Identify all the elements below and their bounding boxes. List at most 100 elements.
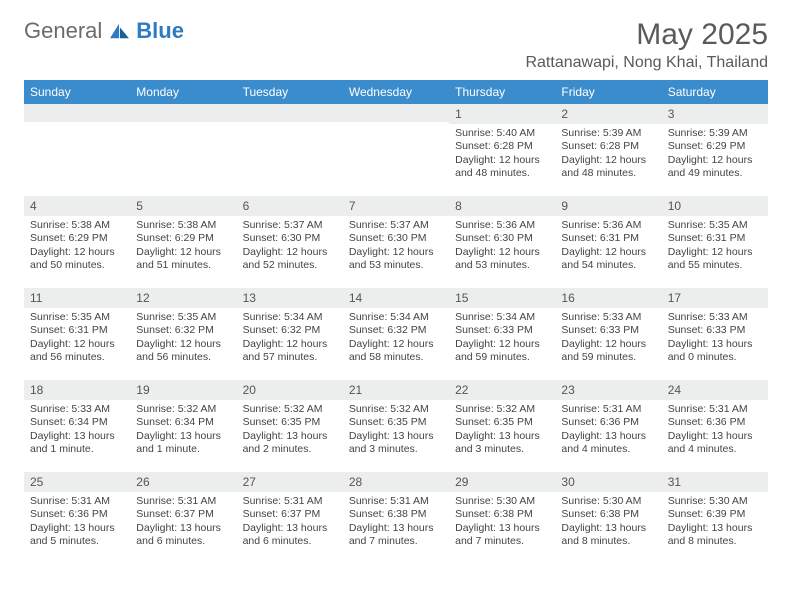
day-number: 20 [237,380,343,400]
brand-sail-icon [108,22,130,40]
day-details: Sunrise: 5:39 AMSunset: 6:29 PMDaylight:… [662,124,768,185]
day-details: Sunrise: 5:30 AMSunset: 6:38 PMDaylight:… [555,492,661,553]
calendar-day-cell: 18Sunrise: 5:33 AMSunset: 6:34 PMDayligh… [24,380,130,472]
day-number: 26 [130,472,236,492]
weekday-header: Sunday [24,80,130,104]
page-header: General Blue May 2025 Rattanawapi, Nong … [24,18,768,72]
day-number: 24 [662,380,768,400]
day-details: Sunrise: 5:33 AMSunset: 6:34 PMDaylight:… [24,400,130,461]
day-number [237,104,343,122]
day-details: Sunrise: 5:30 AMSunset: 6:38 PMDaylight:… [449,492,555,553]
day-number: 6 [237,196,343,216]
calendar-day-cell [130,104,236,196]
day-number: 11 [24,288,130,308]
day-number: 3 [662,104,768,124]
day-number: 10 [662,196,768,216]
calendar-week-row: 25Sunrise: 5:31 AMSunset: 6:36 PMDayligh… [24,472,768,564]
day-number: 4 [24,196,130,216]
calendar-day-cell: 5Sunrise: 5:38 AMSunset: 6:29 PMDaylight… [130,196,236,288]
day-number: 23 [555,380,661,400]
calendar-day-cell: 10Sunrise: 5:35 AMSunset: 6:31 PMDayligh… [662,196,768,288]
calendar-day-cell: 19Sunrise: 5:32 AMSunset: 6:34 PMDayligh… [130,380,236,472]
calendar-day-cell: 28Sunrise: 5:31 AMSunset: 6:38 PMDayligh… [343,472,449,564]
month-title: May 2025 [525,18,768,52]
calendar-day-cell: 30Sunrise: 5:30 AMSunset: 6:38 PMDayligh… [555,472,661,564]
calendar-week-row: 1Sunrise: 5:40 AMSunset: 6:28 PMDaylight… [24,104,768,196]
brand-blue: Blue [136,18,184,44]
calendar-day-cell: 25Sunrise: 5:31 AMSunset: 6:36 PMDayligh… [24,472,130,564]
calendar-day-cell: 6Sunrise: 5:37 AMSunset: 6:30 PMDaylight… [237,196,343,288]
calendar-day-cell: 14Sunrise: 5:34 AMSunset: 6:32 PMDayligh… [343,288,449,380]
calendar-day-cell [343,104,449,196]
day-details: Sunrise: 5:35 AMSunset: 6:32 PMDaylight:… [130,308,236,369]
day-details: Sunrise: 5:37 AMSunset: 6:30 PMDaylight:… [343,216,449,277]
calendar-day-cell: 3Sunrise: 5:39 AMSunset: 6:29 PMDaylight… [662,104,768,196]
calendar-day-cell: 21Sunrise: 5:32 AMSunset: 6:35 PMDayligh… [343,380,449,472]
day-details: Sunrise: 5:32 AMSunset: 6:35 PMDaylight:… [449,400,555,461]
calendar-day-cell: 22Sunrise: 5:32 AMSunset: 6:35 PMDayligh… [449,380,555,472]
day-number [343,104,449,122]
day-number: 12 [130,288,236,308]
day-number: 17 [662,288,768,308]
day-number: 13 [237,288,343,308]
day-number: 18 [24,380,130,400]
calendar-day-cell: 27Sunrise: 5:31 AMSunset: 6:37 PMDayligh… [237,472,343,564]
day-details: Sunrise: 5:31 AMSunset: 6:36 PMDaylight:… [662,400,768,461]
day-details: Sunrise: 5:35 AMSunset: 6:31 PMDaylight:… [24,308,130,369]
day-number: 14 [343,288,449,308]
calendar-day-cell: 12Sunrise: 5:35 AMSunset: 6:32 PMDayligh… [130,288,236,380]
calendar-day-cell: 4Sunrise: 5:38 AMSunset: 6:29 PMDaylight… [24,196,130,288]
calendar-day-cell: 20Sunrise: 5:32 AMSunset: 6:35 PMDayligh… [237,380,343,472]
day-details: Sunrise: 5:34 AMSunset: 6:32 PMDaylight:… [237,308,343,369]
day-number: 21 [343,380,449,400]
day-number: 29 [449,472,555,492]
calendar-week-row: 18Sunrise: 5:33 AMSunset: 6:34 PMDayligh… [24,380,768,472]
calendar-day-cell: 23Sunrise: 5:31 AMSunset: 6:36 PMDayligh… [555,380,661,472]
calendar-day-cell: 2Sunrise: 5:39 AMSunset: 6:28 PMDaylight… [555,104,661,196]
calendar-day-cell: 26Sunrise: 5:31 AMSunset: 6:37 PMDayligh… [130,472,236,564]
calendar-day-cell [24,104,130,196]
day-number: 2 [555,104,661,124]
location-subtitle: Rattanawapi, Nong Khai, Thailand [525,54,768,72]
calendar-day-cell: 16Sunrise: 5:33 AMSunset: 6:33 PMDayligh… [555,288,661,380]
day-details: Sunrise: 5:33 AMSunset: 6:33 PMDaylight:… [662,308,768,369]
calendar-day-cell: 1Sunrise: 5:40 AMSunset: 6:28 PMDaylight… [449,104,555,196]
calendar-day-cell: 29Sunrise: 5:30 AMSunset: 6:38 PMDayligh… [449,472,555,564]
weekday-header: Tuesday [237,80,343,104]
day-number [130,104,236,122]
title-block: May 2025 Rattanawapi, Nong Khai, Thailan… [525,18,768,72]
calendar-day-cell: 17Sunrise: 5:33 AMSunset: 6:33 PMDayligh… [662,288,768,380]
calendar-day-cell: 13Sunrise: 5:34 AMSunset: 6:32 PMDayligh… [237,288,343,380]
day-details: Sunrise: 5:31 AMSunset: 6:36 PMDaylight:… [24,492,130,553]
day-number: 7 [343,196,449,216]
day-details: Sunrise: 5:32 AMSunset: 6:35 PMDaylight:… [237,400,343,461]
day-details: Sunrise: 5:35 AMSunset: 6:31 PMDaylight:… [662,216,768,277]
calendar-day-cell: 7Sunrise: 5:37 AMSunset: 6:30 PMDaylight… [343,196,449,288]
calendar-day-cell: 9Sunrise: 5:36 AMSunset: 6:31 PMDaylight… [555,196,661,288]
weekday-header: Saturday [662,80,768,104]
calendar-day-cell: 11Sunrise: 5:35 AMSunset: 6:31 PMDayligh… [24,288,130,380]
calendar-header-row: SundayMondayTuesdayWednesdayThursdayFrid… [24,80,768,104]
day-details: Sunrise: 5:40 AMSunset: 6:28 PMDaylight:… [449,124,555,185]
weekday-header: Wednesday [343,80,449,104]
day-details: Sunrise: 5:34 AMSunset: 6:32 PMDaylight:… [343,308,449,369]
day-number: 30 [555,472,661,492]
day-details: Sunrise: 5:39 AMSunset: 6:28 PMDaylight:… [555,124,661,185]
calendar-week-row: 4Sunrise: 5:38 AMSunset: 6:29 PMDaylight… [24,196,768,288]
day-details: Sunrise: 5:36 AMSunset: 6:30 PMDaylight:… [449,216,555,277]
day-details: Sunrise: 5:37 AMSunset: 6:30 PMDaylight:… [237,216,343,277]
day-number [24,104,130,122]
calendar-day-cell: 8Sunrise: 5:36 AMSunset: 6:30 PMDaylight… [449,196,555,288]
day-details: Sunrise: 5:36 AMSunset: 6:31 PMDaylight:… [555,216,661,277]
day-number: 16 [555,288,661,308]
weekday-header: Thursday [449,80,555,104]
brand-logo: General Blue [24,18,184,44]
calendar-day-cell: 24Sunrise: 5:31 AMSunset: 6:36 PMDayligh… [662,380,768,472]
day-number: 25 [24,472,130,492]
weekday-header: Monday [130,80,236,104]
day-number: 1 [449,104,555,124]
calendar-week-row: 11Sunrise: 5:35 AMSunset: 6:31 PMDayligh… [24,288,768,380]
calendar-day-cell [237,104,343,196]
day-number: 28 [343,472,449,492]
day-details: Sunrise: 5:31 AMSunset: 6:36 PMDaylight:… [555,400,661,461]
